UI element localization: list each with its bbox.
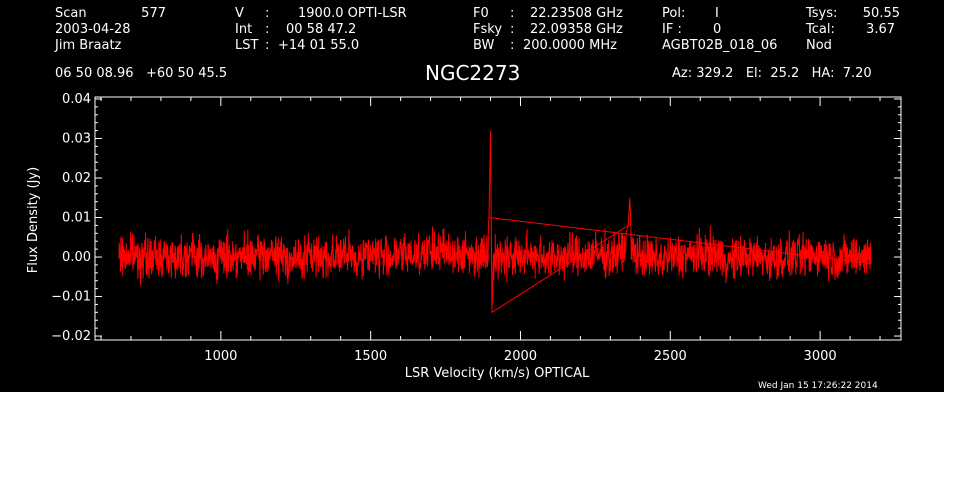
series-line — [118, 130, 872, 314]
y-tick-label: 0.02 — [62, 171, 91, 186]
x-ticks: 1000 1500 2000 2500 3000 — [100, 97, 881, 364]
y-tick-label: 0.03 — [62, 131, 91, 146]
scan-label: Scan — [55, 6, 87, 21]
x-tick-label: 2500 — [654, 349, 687, 364]
observer-name: Jim Braatz — [55, 38, 122, 53]
int-sep: : — [265, 22, 270, 37]
fsky-value: 22.09358 GHz — [530, 22, 623, 37]
series-layer — [118, 130, 872, 314]
x-axis-label: LSR Velocity (km/s) OPTICAL — [405, 366, 590, 381]
plot-panel: Scan 577 2003-04-28 Jim Braatz V : 1900.… — [0, 0, 944, 392]
if-value: 0 — [713, 22, 722, 37]
lst-sep: : — [265, 38, 270, 53]
velocity-value: 1900.0 OPTI-LSR — [298, 6, 407, 21]
y-ticks: −0.02 −0.01 0.00 0.01 0.02 0.03 0.04 — [51, 92, 901, 344]
timestamp: Wed Jan 15 17:26:22 2014 — [758, 381, 878, 391]
tsys-label: Tsys: — [806, 6, 838, 21]
tcal-label: Tcal: — [806, 22, 835, 37]
velocity-sep: : — [265, 6, 270, 21]
source-name: NGC2273 — [425, 61, 521, 85]
x-tick-label: 1000 — [204, 349, 237, 364]
source-coords: 06 50 08.96 +60 50 45.5 — [55, 66, 228, 81]
y-tick-label: 0.00 — [62, 250, 91, 265]
az-el-ha: Az: 329.2 El: 25.2 HA: 7.20 — [672, 66, 872, 81]
project-id: AGBT02B_018_06 — [662, 38, 778, 53]
f0-sep: : — [510, 6, 515, 21]
pol-label: Pol: — [662, 6, 686, 21]
x-tick-label: 3000 — [804, 349, 837, 364]
f0-label: F0 — [473, 6, 489, 21]
pol-value: I — [715, 6, 719, 21]
obs-date: 2003-04-28 — [55, 22, 131, 37]
plot-frame — [94, 96, 902, 341]
y-axis-label: Flux Density (Jy) — [26, 167, 41, 273]
tcal-value: 3.67 — [866, 22, 895, 37]
lst-label: LST — [235, 38, 259, 53]
y-tick-label: −0.02 — [51, 329, 91, 344]
y-tick-label: −0.01 — [51, 290, 91, 305]
y-tick-label: 0.01 — [62, 211, 91, 226]
proc-type: Nod — [806, 38, 832, 53]
spectrum-chart: −0.02 −0.01 0.00 0.01 0.02 0.03 0.04 1000 1500 2… — [26, 92, 902, 381]
if-label: IF : — [662, 22, 682, 37]
int-label: Int — [235, 22, 253, 37]
scan-value: 577 — [141, 6, 166, 21]
fsky-sep: : — [510, 22, 515, 37]
f0-value: 22.23508 GHz — [530, 6, 623, 21]
lst-value: +14 01 55.0 — [278, 38, 360, 53]
x-tick-label: 1500 — [354, 349, 387, 364]
fsky-label: Fsky — [473, 22, 503, 37]
velocity-label: V — [235, 6, 244, 21]
bw-sep: : — [510, 38, 515, 53]
y-tick-label: 0.04 — [62, 92, 91, 107]
bw-label: BW — [473, 38, 495, 53]
int-value: 00 58 47.2 — [286, 22, 357, 37]
tsys-value: 50.55 — [862, 6, 900, 21]
bw-value: 200.0000 MHz — [523, 38, 617, 53]
x-tick-label: 2000 — [504, 349, 537, 364]
